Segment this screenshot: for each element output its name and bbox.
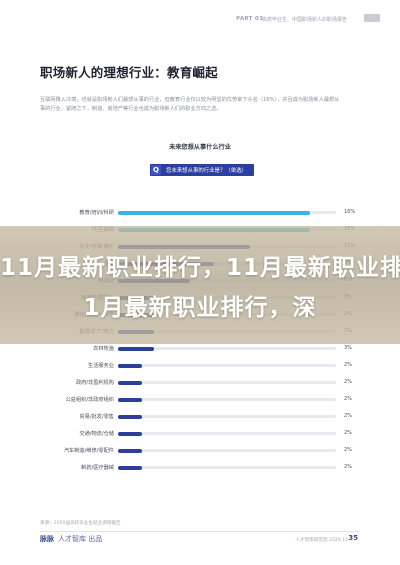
category-label: 农林牧渔 <box>93 346 114 352</box>
bar-track <box>118 415 336 418</box>
brand-sub: 人才智库 出品 <box>58 535 103 543</box>
source-note: 来源：2020届高校毕业生就业调研报告 <box>40 521 121 526</box>
bar <box>118 380 142 385</box>
title-overlay-band: 11月最新职业排行，11月最新职业排行，深 1月最新职业排行，深 <box>0 226 400 344</box>
bar <box>118 346 154 351</box>
value-label: 2% <box>344 379 352 385</box>
footer-right-note: 人才智库研究院 2020.11 <box>295 538 348 543</box>
bar-track <box>118 347 336 350</box>
chart-row: 公益组织/非政府组织 2% <box>0 393 400 407</box>
value-label: 3% <box>344 345 352 351</box>
bar <box>118 465 142 470</box>
bar <box>118 431 142 436</box>
bar <box>118 414 142 419</box>
chart-row: 汽车制造/维修/零配件 2% <box>0 444 400 458</box>
footer-divider <box>40 531 360 532</box>
part-label: PART 03 <box>236 16 264 22</box>
value-label: 2% <box>344 447 352 453</box>
overlay-headline-line1: 11月最新职业排行，11月最新职业排行，深 <box>0 255 400 281</box>
chart-row: 生活服务业 2% <box>0 359 400 373</box>
value-label: 2% <box>344 413 352 419</box>
bar <box>118 448 142 453</box>
value-label: 16% <box>344 209 356 215</box>
bar-track <box>118 381 336 384</box>
paragraph-line: 事的行业，紧随之下，制造、房地产等行业也成为职场新人们的职业方向之选。 <box>40 106 222 112</box>
category-label: 汽车制造/维修/零配件 <box>63 448 114 454</box>
page-title: 职场新人的理想行业：教育崛起 <box>40 65 218 80</box>
category-label: 贸易/批发/零售 <box>79 414 114 420</box>
bar <box>118 397 142 402</box>
chart-row: 交通/物流/仓储 2% <box>0 427 400 441</box>
value-label: 2% <box>344 362 352 368</box>
paragraph-line: 互联网降入冷境，也就是职场新人们最想从事的行业，但教育行业仅以较为明显的优势拿下… <box>40 97 340 103</box>
bar <box>118 363 142 368</box>
category-label: 生活服务业 <box>88 363 114 369</box>
overlay-headline-line2: 1月最新职业排行，深 <box>83 295 317 321</box>
brand-name: 脉脉 <box>40 535 54 543</box>
question-box: Q 您未来想从事的行业是？（单选） <box>150 164 254 176</box>
chart-row: 教育/培训/科研 16% <box>0 206 400 220</box>
category-label: 政府/非盈利机构 <box>75 380 114 386</box>
question-icon: Q <box>151 165 161 175</box>
category-label: 教育/培训/科研 <box>79 210 114 216</box>
chart-row: 制药/医疗器械 2% <box>0 461 400 475</box>
bar <box>118 210 310 215</box>
intro-paragraph: 互联网降入冷境，也就是职场新人们最想从事的行业，但教育行业仅以较为明显的优势拿下… <box>40 96 360 114</box>
category-label: 制药/医疗器械 <box>81 465 114 471</box>
bar-track <box>118 449 336 452</box>
page-header: PART 03 高校毕业生、中国职场新人的职场报告 <box>236 14 380 26</box>
bar-track <box>118 364 336 367</box>
value-label: 2% <box>344 396 352 402</box>
bar-track <box>118 398 336 401</box>
logo-mark-icon <box>364 14 380 22</box>
page-number: 35 <box>348 534 358 542</box>
footer-brand: 脉脉 人才智库 出品 <box>40 534 102 544</box>
header-text: 高校毕业生、中国职场新人的职场报告 <box>262 17 348 23</box>
category-label: 公益组织/非政府组织 <box>65 397 114 403</box>
chart-row: 贸易/批发/零售 2% <box>0 410 400 424</box>
chart-row: 农林牧渔 3% <box>0 342 400 356</box>
question-text: 您未来想从事的行业是？（单选） <box>166 168 247 174</box>
chart-title: 未来您想从事什么行业 <box>169 144 231 151</box>
category-label: 交通/物流/仓储 <box>79 431 114 437</box>
value-label: 2% <box>344 464 352 470</box>
bar-track <box>118 466 336 469</box>
value-label: 2% <box>344 430 352 436</box>
bar-track <box>118 432 336 435</box>
chart-row: 政府/非盈利机构 2% <box>0 376 400 390</box>
